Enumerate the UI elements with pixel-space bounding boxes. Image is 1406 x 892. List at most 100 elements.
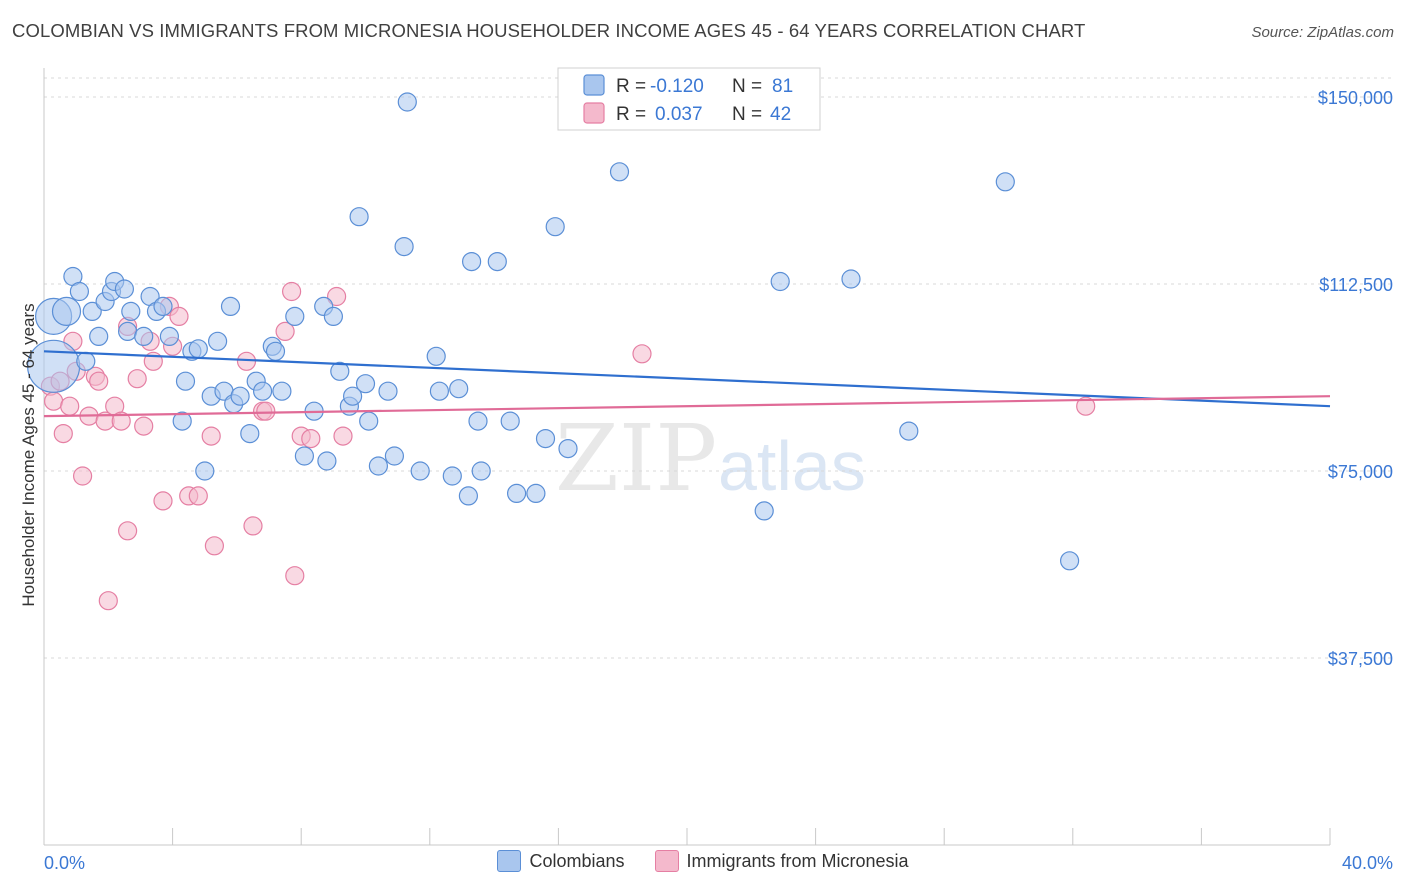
colombian-point: [471, 461, 491, 481]
colombian-point: [272, 381, 292, 401]
micronesia-point: [111, 411, 131, 431]
legend-r-label-2: R =: [616, 104, 646, 125]
colombian-point: [609, 162, 630, 182]
y-tick-label: $150,000: [1318, 88, 1393, 108]
watermark-zip: ZIP: [555, 405, 717, 512]
colombian-point: [69, 281, 90, 302]
colombian-point: [51, 296, 82, 326]
correlation-legend: R = -0.120 N = 81 R = 0.037 N = 42: [557, 67, 821, 131]
colombian-point: [355, 374, 376, 394]
colombian-point: [330, 361, 350, 381]
micronesia-point: [98, 591, 118, 611]
micronesia-point: [134, 416, 154, 436]
legend-n-value-2: 42: [770, 104, 791, 125]
colombian-point: [343, 386, 363, 406]
colombian-point: [240, 424, 260, 444]
colombian-point: [378, 381, 398, 401]
colombian-point: [265, 341, 286, 361]
colombian-point: [121, 301, 141, 321]
colombian-point: [410, 461, 430, 481]
colombian-point: [117, 321, 138, 341]
colombian-point: [220, 296, 241, 316]
colombian-point: [175, 371, 196, 391]
colombians-swatch: [497, 850, 522, 872]
legend-r-label-1: R =: [616, 76, 646, 97]
colombian-point: [349, 207, 369, 227]
colombians-trend-line: [43, 350, 1331, 408]
micronesia-point: [153, 491, 173, 511]
colombian-point: [535, 429, 556, 449]
micronesia-point: [127, 369, 147, 389]
colombian-point: [114, 279, 135, 299]
colombian-point: [317, 451, 337, 471]
legend-swatch-blue: [583, 74, 605, 96]
legend-n-value-1: 81: [772, 76, 793, 97]
colombian-point: [449, 379, 469, 399]
micronesia-point: [285, 566, 305, 586]
legend-item-micronesia: Immigrants from Micronesia: [654, 850, 909, 872]
micronesia-points: [40, 281, 1096, 611]
micronesia-point: [53, 424, 73, 444]
colombian-point: [323, 306, 343, 326]
colombian-point: [468, 411, 488, 431]
colombian-point: [89, 326, 109, 346]
colombian-point: [294, 446, 314, 466]
micronesia-point: [243, 516, 263, 536]
micronesia-point: [333, 426, 353, 446]
legend-item-colombians: Colombians: [497, 850, 625, 872]
micronesia-trend-line: [43, 395, 1331, 418]
axes: [43, 68, 1331, 846]
micronesia-point: [117, 521, 138, 541]
x-tick-label-min: 0.0%: [44, 853, 85, 873]
micronesia-point: [201, 426, 221, 446]
colombian-point: [134, 326, 154, 346]
colombian-point: [995, 172, 1015, 192]
micronesia-point: [275, 321, 295, 341]
colombian-point: [506, 483, 527, 503]
colombian-point: [545, 217, 565, 237]
colombian-point: [500, 411, 520, 431]
x-tick-label-max: 40.0%: [1342, 853, 1393, 873]
colombian-point: [429, 381, 449, 401]
micronesia-point: [256, 401, 276, 421]
trend-lines: [43, 350, 1331, 418]
micronesia-point: [188, 486, 208, 506]
colombian-point: [368, 456, 388, 476]
y-tick-label: $37,500: [1328, 649, 1393, 669]
micronesia-point: [89, 371, 109, 391]
y-tick-label: $75,000: [1328, 462, 1393, 482]
chart-title: COLOMBIAN VS IMMIGRANTS FROM MICRONESIA …: [12, 20, 1086, 41]
colombian-point: [159, 326, 179, 346]
colombian-point: [442, 466, 462, 486]
micronesia-point: [204, 536, 224, 556]
colombian-point: [230, 386, 250, 406]
micronesia-point: [282, 281, 302, 302]
micronesia-point: [60, 396, 80, 416]
legend-label-micronesia: Immigrants from Micronesia: [686, 850, 909, 871]
colombian-point: [208, 331, 228, 351]
colombian-point: [394, 237, 414, 257]
micronesia-point: [169, 306, 189, 326]
colombian-point: [397, 92, 417, 112]
colombian-point: [188, 339, 208, 359]
colombian-point: [153, 296, 173, 316]
legend-n-label-1: N =: [732, 76, 762, 97]
colombian-point: [770, 271, 790, 292]
micronesia-swatch: [654, 850, 679, 872]
colombian-point: [841, 269, 861, 289]
y-axis-title: Householder Income Ages 45 - 64 years: [19, 303, 38, 606]
micronesia-point: [327, 286, 347, 307]
legend-label-colombians: Colombians: [529, 850, 625, 871]
micronesia-point: [1076, 396, 1096, 416]
micronesia-point: [632, 344, 652, 364]
colombian-point: [195, 461, 215, 481]
colombian-point: [285, 306, 305, 326]
colombian-point: [253, 381, 273, 401]
legend-r-value-1: -0.120: [650, 76, 704, 97]
colombian-point: [426, 346, 446, 366]
colombian-point: [1059, 551, 1080, 571]
colombian-point: [82, 301, 102, 321]
colombian-point: [384, 446, 404, 466]
colombian-point: [754, 501, 774, 521]
colombian-point: [458, 486, 478, 506]
